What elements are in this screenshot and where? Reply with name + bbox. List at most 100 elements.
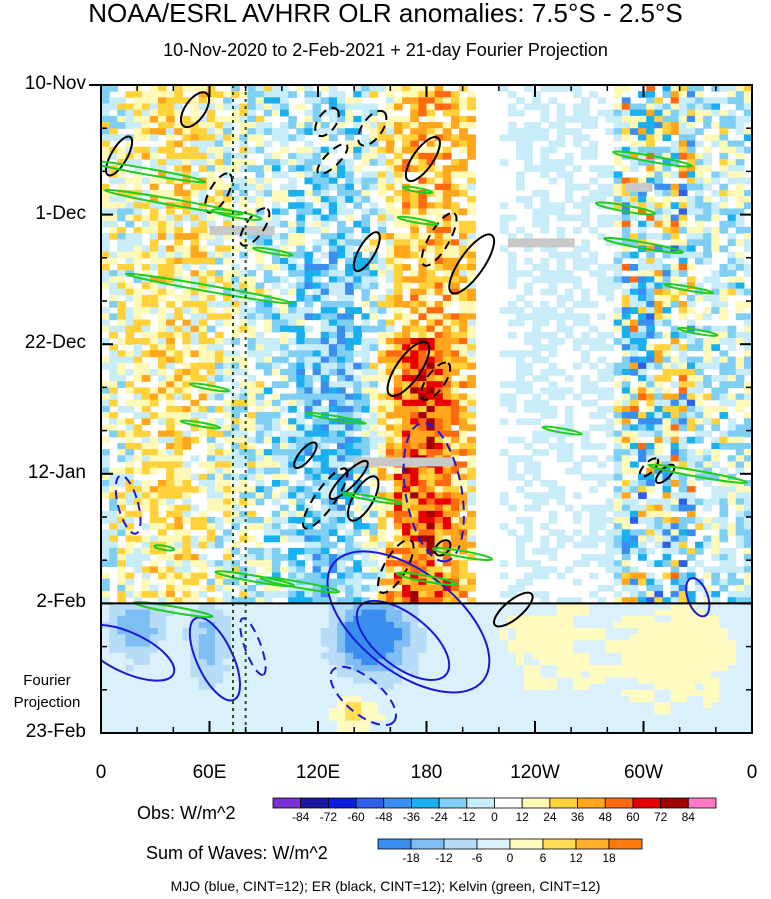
field-cell bbox=[393, 566, 403, 574]
field-cell bbox=[328, 196, 338, 203]
field-cell bbox=[564, 270, 574, 277]
field-cell bbox=[450, 294, 460, 302]
field-cell bbox=[255, 424, 265, 432]
field-cell bbox=[459, 128, 468, 135]
field-cell bbox=[174, 535, 183, 543]
field-cell bbox=[654, 541, 664, 549]
field-cell bbox=[467, 517, 476, 524]
field-cell bbox=[735, 492, 745, 500]
field-cell bbox=[605, 584, 615, 592]
field-cell bbox=[133, 152, 143, 160]
field-cell bbox=[288, 597, 297, 604]
field-cell bbox=[678, 115, 688, 123]
field-cell bbox=[426, 226, 436, 234]
field-cell bbox=[613, 541, 623, 549]
field-cell bbox=[735, 251, 745, 259]
field-cell bbox=[198, 270, 208, 277]
field-cell bbox=[361, 233, 371, 240]
field-cell bbox=[190, 85, 200, 92]
field-cell bbox=[703, 584, 712, 592]
field-cell bbox=[231, 615, 240, 623]
field-cell bbox=[271, 307, 281, 314]
field-cell bbox=[662, 412, 672, 419]
field-cell bbox=[320, 547, 330, 555]
field-cell bbox=[442, 128, 452, 135]
field-cell bbox=[434, 239, 444, 247]
field-cell bbox=[271, 152, 281, 160]
field-cell bbox=[646, 449, 655, 456]
field-cell bbox=[507, 319, 517, 327]
field-cell bbox=[149, 263, 159, 271]
field-cell bbox=[377, 368, 387, 376]
field-cell bbox=[385, 276, 395, 284]
field-cell bbox=[467, 572, 476, 580]
field-cell bbox=[353, 325, 362, 333]
field-cell bbox=[662, 541, 672, 549]
field-cell bbox=[231, 115, 240, 123]
field-cell bbox=[735, 449, 745, 456]
field-cell bbox=[459, 115, 468, 123]
field-cell bbox=[166, 270, 175, 277]
field-cell bbox=[507, 233, 517, 240]
field-cell bbox=[214, 461, 224, 469]
field-cell bbox=[719, 220, 729, 228]
field-cell bbox=[263, 263, 273, 271]
field-cell bbox=[109, 603, 118, 611]
field-cell bbox=[402, 387, 411, 395]
field-cell bbox=[654, 220, 664, 228]
field-cell bbox=[377, 467, 387, 475]
field-cell bbox=[157, 257, 167, 265]
field-cell bbox=[670, 301, 680, 308]
field-cell bbox=[304, 442, 314, 450]
field-cell bbox=[109, 498, 118, 506]
field-cell bbox=[426, 301, 436, 308]
field-cell bbox=[727, 344, 737, 351]
field-cell bbox=[434, 97, 444, 105]
field-cell bbox=[320, 609, 330, 617]
field-cell bbox=[719, 603, 729, 611]
field-cell bbox=[695, 171, 704, 179]
field-cell bbox=[361, 196, 371, 203]
field-cell bbox=[556, 572, 566, 580]
field-cell bbox=[662, 122, 672, 129]
field-cell bbox=[556, 140, 566, 148]
field-cell bbox=[166, 424, 175, 432]
field-cell bbox=[101, 97, 110, 105]
field-cell bbox=[214, 319, 224, 327]
field-cell bbox=[548, 251, 558, 259]
field-cell bbox=[393, 177, 403, 185]
field-cell bbox=[743, 177, 752, 185]
field-cell bbox=[613, 152, 623, 160]
field-cell bbox=[149, 239, 159, 247]
field-cell bbox=[125, 220, 135, 228]
field-cell bbox=[174, 165, 183, 172]
field-cell bbox=[247, 270, 257, 277]
field-cell bbox=[312, 276, 322, 284]
field-cell bbox=[353, 282, 362, 290]
field-cell bbox=[353, 128, 362, 135]
field-cell bbox=[434, 171, 444, 179]
field-cell bbox=[572, 615, 582, 623]
field-cell bbox=[174, 436, 183, 444]
field-cell bbox=[157, 196, 167, 203]
field-cell bbox=[377, 591, 387, 598]
field-cell bbox=[198, 226, 208, 234]
field-cell bbox=[613, 418, 623, 426]
field-cell bbox=[117, 226, 127, 234]
field-cell bbox=[101, 560, 110, 567]
field-cell bbox=[336, 109, 346, 117]
field-cell bbox=[564, 276, 574, 284]
field-cell bbox=[467, 338, 476, 345]
field-cell bbox=[157, 615, 167, 623]
field-cell bbox=[442, 603, 452, 611]
field-cell bbox=[678, 442, 688, 450]
field-cell bbox=[280, 591, 289, 598]
olr-anomaly-field bbox=[101, 85, 752, 733]
field-cell bbox=[312, 393, 322, 401]
field-cell bbox=[670, 436, 680, 444]
field-cell bbox=[182, 362, 192, 370]
field-cell bbox=[214, 177, 224, 185]
field-cell bbox=[223, 479, 232, 487]
field-cell bbox=[540, 344, 550, 351]
field-cell bbox=[410, 572, 419, 580]
